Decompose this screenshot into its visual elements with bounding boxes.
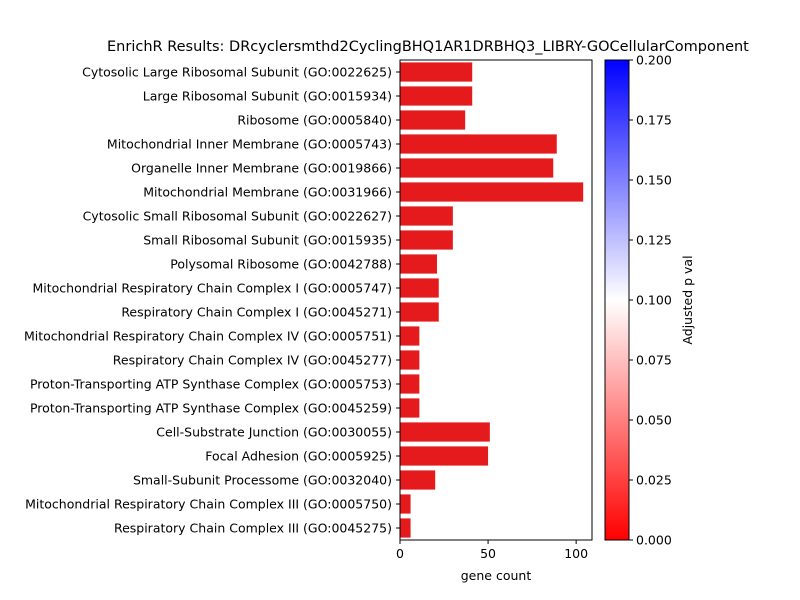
category-label: Cytosolic Large Ribosomal Subunit (GO:00… <box>82 65 392 80</box>
colorbar-tick-label: 0.075 <box>636 353 672 368</box>
category-label: Mitochondrial Respiratory Chain Complex … <box>25 497 392 512</box>
colorbar-tick-label: 0.025 <box>636 473 672 488</box>
category-label: Small Ribosomal Subunit (GO:0015935) <box>143 233 392 248</box>
category-label: Cytosolic Small Ribosomal Subunit (GO:00… <box>83 209 392 224</box>
x-tick-label: 100 <box>564 546 588 561</box>
bar <box>400 158 554 178</box>
bar <box>400 398 420 418</box>
colorbar-tick-label: 0.125 <box>636 233 672 248</box>
category-label: Proton-Transporting ATP Synthase Complex… <box>30 377 392 392</box>
bar <box>400 110 466 130</box>
colorbar-tick-label: 0.000 <box>636 533 672 548</box>
colorbar-tick-label: 0.050 <box>636 413 672 428</box>
bar <box>400 134 557 154</box>
bar <box>400 302 439 322</box>
x-tick-label: 0 <box>396 546 404 561</box>
bar <box>400 518 411 538</box>
category-label: Proton-Transporting ATP Synthase Complex… <box>30 401 392 416</box>
bar <box>400 86 473 106</box>
category-label: Respiratory Chain Complex IV (GO:0045277… <box>113 353 392 368</box>
bar <box>400 62 473 82</box>
colorbar-tick-label: 0.150 <box>636 173 672 188</box>
x-axis-ticks: 0 50 100 <box>396 540 588 561</box>
chart-title: EnrichR Results: DRcyclersmthd2CyclingBH… <box>107 39 749 55</box>
category-label: Large Ribosomal Subunit (GO:0015934) <box>143 89 392 104</box>
bar <box>400 350 420 370</box>
x-tick-label: 50 <box>480 546 496 561</box>
category-label: Mitochondrial Membrane (GO:0031966) <box>143 185 392 200</box>
category-label: Mitochondrial Respiratory Chain Complex … <box>33 281 393 296</box>
colorbar-tick-label: 0.200 <box>636 53 672 68</box>
category-label: Cell-Substrate Junction (GO:0030055) <box>156 425 392 440</box>
bar <box>400 422 490 442</box>
bar <box>400 230 453 250</box>
bar <box>400 182 584 202</box>
category-label: Respiratory Chain Complex I (GO:0045271) <box>121 305 392 320</box>
category-label: Mitochondrial Inner Membrane (GO:0005743… <box>107 137 392 152</box>
x-axis-label: gene count <box>461 568 532 583</box>
bar <box>400 374 420 394</box>
bar <box>400 446 489 466</box>
colorbar-label: Adjusted p val <box>680 255 695 344</box>
category-label: Polysomal Ribosome (GO:0042788) <box>170 257 392 272</box>
category-labels: Cytosolic Large Ribosomal Subunit (GO:00… <box>24 65 400 536</box>
category-label: Organelle Inner Membrane (GO:0019866) <box>131 161 392 176</box>
colorbar <box>604 59 630 541</box>
bar <box>400 254 437 274</box>
bar <box>400 470 436 490</box>
bar <box>400 206 453 226</box>
bar <box>400 278 439 298</box>
bar <box>400 326 420 346</box>
bar <box>400 494 411 514</box>
category-label: Small-Subunit Processome (GO:0032040) <box>133 473 392 488</box>
category-label: Mitochondrial Respiratory Chain Complex … <box>24 329 392 344</box>
category-label: Ribosome (GO:0005840) <box>237 113 392 128</box>
bars-layer <box>400 62 584 538</box>
colorbar-tick-label: 0.100 <box>636 293 672 308</box>
category-label: Respiratory Chain Complex III (GO:004527… <box>114 521 392 536</box>
colorbar-tick-label: 0.175 <box>636 113 672 128</box>
category-label: Focal Adhesion (GO:0005925) <box>205 449 392 464</box>
colorbar-ticks: 0.000 0.025 0.050 0.075 0.100 0.125 0.150 0.175… <box>629 53 672 548</box>
plot-frame <box>399 59 593 541</box>
